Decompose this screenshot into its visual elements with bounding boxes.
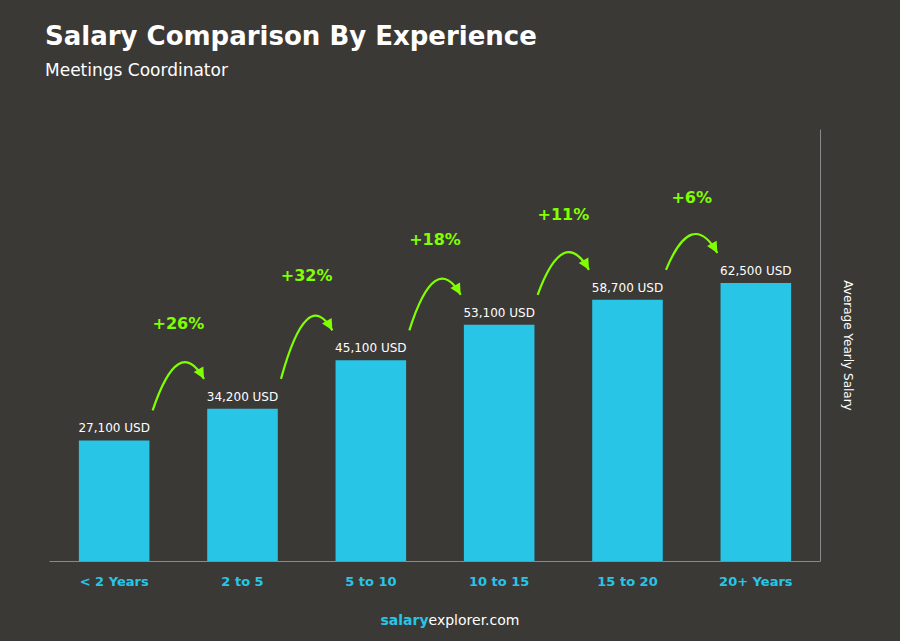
svg-text:5 to 10: 5 to 10 [345, 574, 396, 589]
svg-text:Average Yearly Salary: Average Yearly Salary [841, 280, 855, 410]
svg-text:27,100 USD: 27,100 USD [78, 421, 149, 435]
svg-text:58,700 USD: 58,700 USD [592, 281, 663, 295]
svg-text:15 to 20: 15 to 20 [597, 574, 657, 589]
svg-text:Salary Comparison By Experienc: Salary Comparison By Experience [45, 21, 537, 51]
svg-text:45,100 USD: 45,100 USD [335, 341, 406, 355]
svg-text:+26%: +26% [152, 314, 204, 333]
svg-text:53,100 USD: 53,100 USD [463, 306, 534, 320]
svg-text:Meetings Coordinator: Meetings Coordinator [45, 60, 228, 80]
svg-text:20+ Years: 20+ Years [719, 574, 793, 589]
svg-text:2 to 5: 2 to 5 [221, 574, 263, 589]
svg-text:34,200 USD: 34,200 USD [207, 390, 278, 404]
svg-text:+11%: +11% [537, 205, 589, 224]
svg-text:< 2 Years: < 2 Years [80, 574, 149, 589]
svg-text:+18%: +18% [409, 230, 461, 249]
svg-text:salary: salary [381, 612, 429, 628]
svg-text:62,500 USD: 62,500 USD [720, 264, 791, 278]
svg-text:+6%: +6% [671, 188, 712, 207]
svg-text:+32%: +32% [281, 266, 333, 285]
svg-text:explorer.com: explorer.com [429, 612, 520, 628]
svg-text:10 to 15: 10 to 15 [469, 574, 529, 589]
